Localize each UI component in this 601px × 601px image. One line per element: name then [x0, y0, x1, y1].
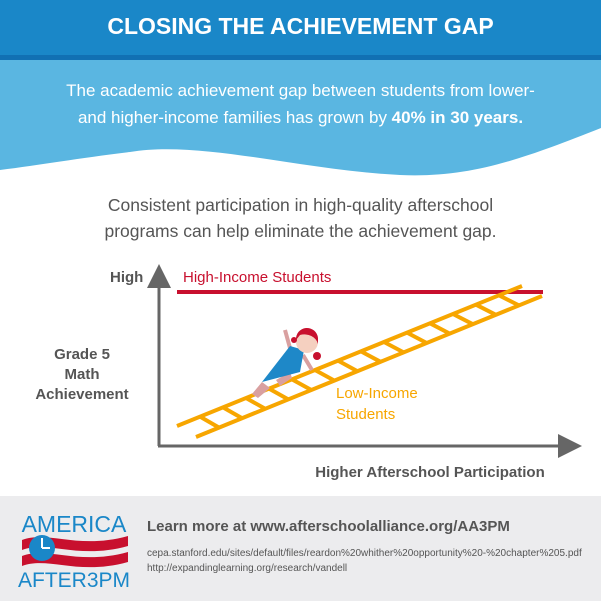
ladder-rail — [195, 294, 543, 439]
girl-climbing-illustration — [252, 327, 321, 398]
ladder-rung — [452, 312, 474, 326]
ladder-rail — [176, 284, 523, 428]
page-title: CLOSING THE ACHIEVEMENT GAP — [107, 13, 494, 39]
y-axis-top-label: High — [110, 269, 143, 286]
intro-line-1: The academic achievement gap between stu… — [66, 81, 535, 100]
y-axis-label-line-1: Grade 5 — [54, 346, 110, 363]
ladder-rung — [314, 368, 336, 383]
ladder-rung — [383, 340, 405, 355]
subheading: Consistent participation in high-quality… — [0, 192, 601, 244]
high-income-label: High-Income Students — [183, 269, 331, 286]
america-after-3pm-logo: AMERICA AFTER3PM — [18, 511, 130, 590]
learn-more-link[interactable]: Learn more at www.afterschoolalliance.or… — [147, 518, 510, 535]
source-link-2[interactable]: http://expandinglearning.org/research/va… — [147, 563, 348, 574]
ladder-rung — [406, 330, 428, 345]
achievement-diagram: High Grade 5 Math Achievement Higher Aft… — [35, 264, 582, 481]
ladder-rung — [360, 349, 382, 364]
logo-text-bottom: AFTER3PM — [18, 569, 130, 590]
ladder-rung — [199, 414, 221, 430]
intro-line-2: and higher-income families has grown by … — [0, 104, 601, 131]
ladder-rung — [291, 377, 313, 392]
ladder-rung — [245, 396, 267, 411]
subheading-line-2: programs can help eliminate the achievem… — [104, 221, 497, 241]
low-income-label-line-1: Low-Income — [336, 385, 418, 402]
ladder-rung — [475, 302, 497, 317]
subheading-line-1: Consistent participation in high-quality… — [107, 195, 494, 215]
low-income-ladder — [176, 284, 543, 439]
header-bar — [0, 0, 601, 60]
logo-text-top: AMERICA — [22, 511, 127, 537]
intro-line-2-text: and higher-income families has grown by — [77, 108, 392, 127]
ladder-rung — [429, 321, 451, 336]
y-axis-label-line-3: Achievement — [35, 386, 128, 403]
source-link-1[interactable]: cepa.stanford.edu/sites/default/files/re… — [147, 548, 582, 559]
intro-wave-background — [0, 60, 601, 176]
low-income-label-line-2: Students — [336, 406, 395, 423]
intro-text: The academic achievement gap between stu… — [0, 77, 601, 131]
ladder-rung — [268, 386, 290, 402]
ladder-rung — [498, 293, 520, 308]
y-axis-label-line-2: Math — [65, 366, 100, 383]
ladder-rung — [337, 358, 359, 373]
ladder-rung — [222, 405, 244, 420]
intro-highlight: 40% in 30 years. — [391, 108, 524, 127]
x-axis-label: Higher Afterschool Participation — [315, 464, 544, 481]
